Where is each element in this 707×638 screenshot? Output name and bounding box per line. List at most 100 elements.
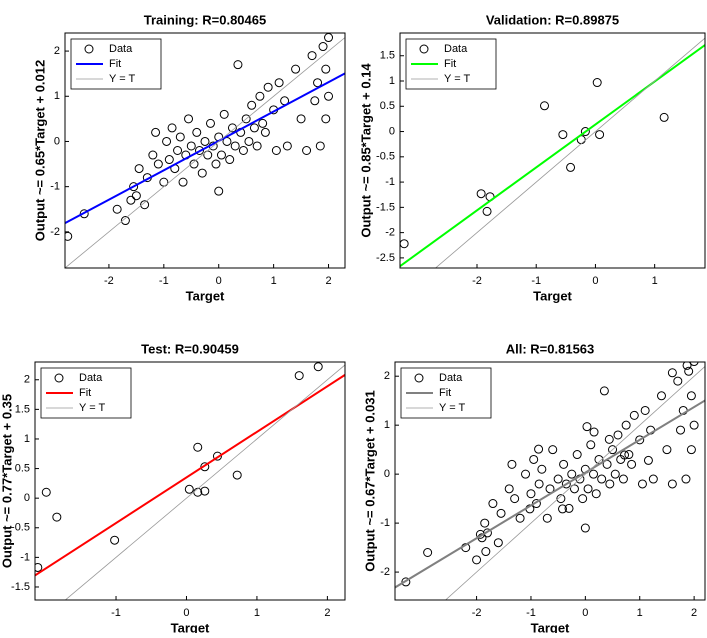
identity-line <box>444 366 705 600</box>
data-point <box>162 136 172 146</box>
x-tick-label: 2 <box>325 275 331 287</box>
data-point <box>294 371 304 381</box>
data-point <box>684 366 694 376</box>
y-tick-label: 0.5 <box>380 100 395 112</box>
data-point <box>534 444 544 454</box>
data-point <box>159 177 169 187</box>
axes-box <box>34 361 346 601</box>
data-point <box>662 445 672 455</box>
data-point <box>255 91 265 101</box>
data-point <box>526 489 536 499</box>
data-point <box>686 391 696 401</box>
data-point <box>504 484 514 494</box>
data-point <box>613 430 623 440</box>
data-point <box>580 523 590 533</box>
legend-label: Fit <box>79 387 91 399</box>
y-tick-label: -2 <box>380 566 390 578</box>
data-point <box>134 164 144 174</box>
data-point <box>648 474 658 484</box>
x-tick-label: -1 <box>111 607 121 619</box>
x-tick-label: 0 <box>582 607 588 619</box>
y-tick-label: 1 <box>54 90 60 102</box>
data-point <box>561 479 571 489</box>
y-tick-label: 2 <box>24 374 30 386</box>
legend-label: Y = T <box>444 73 470 85</box>
data-point <box>656 391 666 401</box>
data-point <box>558 504 568 514</box>
data-point <box>510 494 520 504</box>
panel: -2 -1 0 1 -2.5 -2 -1.5 -1 -0.5 0 0.5 1 1.5 Validation… <box>358 12 706 303</box>
y-axis-label: Output ~= 0.85*Target + 0.14 <box>358 63 373 238</box>
x-tick-label: 0 <box>216 275 222 287</box>
data-point <box>140 200 150 210</box>
data-point <box>310 96 320 106</box>
data-point <box>481 547 491 557</box>
data-point <box>534 479 544 489</box>
data-point <box>621 420 631 430</box>
data-point <box>65 231 73 241</box>
data-point <box>282 141 292 151</box>
data-point <box>184 484 194 494</box>
identity-line <box>64 364 345 600</box>
y-tick-label: 1 <box>24 433 30 445</box>
data-point <box>175 132 185 142</box>
data-point <box>244 136 254 146</box>
x-axis-label: Target <box>171 620 210 633</box>
data-point <box>629 410 639 420</box>
data-point <box>548 445 558 455</box>
data-point <box>482 206 492 216</box>
data-point <box>689 420 699 430</box>
x-tick-label: -2 <box>472 275 482 287</box>
data-point <box>578 494 588 504</box>
data-point <box>637 479 647 489</box>
data-point <box>515 513 525 523</box>
data-point <box>296 114 306 124</box>
data-point <box>227 123 237 133</box>
data-point <box>566 162 576 172</box>
data-point <box>205 118 215 128</box>
x-tick-label: -2 <box>104 275 114 287</box>
data-point <box>219 109 229 119</box>
data-point <box>195 146 205 155</box>
data-point <box>673 376 683 386</box>
data-point <box>689 362 699 367</box>
data-point <box>193 442 203 452</box>
data-point <box>592 78 602 88</box>
data-point <box>480 518 490 528</box>
data-point <box>564 503 574 513</box>
data-point <box>582 422 592 432</box>
data-point <box>200 136 210 146</box>
y-tick-label: 0 <box>389 125 395 137</box>
data-point <box>667 479 677 489</box>
chart-title: Test: R=0.90459 <box>141 341 239 356</box>
data-point <box>589 427 599 437</box>
x-tick-label: 0 <box>183 607 189 619</box>
data-point <box>79 209 89 219</box>
y-tick-label: -1.5 <box>11 581 30 593</box>
data-point <box>640 405 650 415</box>
y-tick-label: -1 <box>50 181 60 193</box>
x-axis-label: Target <box>533 288 572 303</box>
y-tick-label: -1 <box>385 176 395 188</box>
data-point <box>521 469 531 479</box>
fit-line <box>65 72 345 225</box>
data-point <box>307 51 317 61</box>
data-point <box>553 474 563 484</box>
plot-content <box>395 362 705 600</box>
x-tick-label: 2 <box>324 607 330 619</box>
data-point <box>313 362 323 372</box>
data-point <box>291 64 301 74</box>
data-point <box>260 127 270 137</box>
data-point <box>635 435 645 445</box>
data-point <box>324 33 334 43</box>
data-point <box>567 469 577 479</box>
legend-label: Data <box>444 43 468 55</box>
data-point <box>472 555 482 565</box>
data-point <box>682 362 692 370</box>
data-point <box>496 508 506 518</box>
fit-line <box>395 399 705 589</box>
y-tick-label: -2 <box>50 226 60 238</box>
data-point <box>230 141 240 151</box>
y-tick-label: 0 <box>384 468 390 480</box>
data-point <box>659 112 669 122</box>
